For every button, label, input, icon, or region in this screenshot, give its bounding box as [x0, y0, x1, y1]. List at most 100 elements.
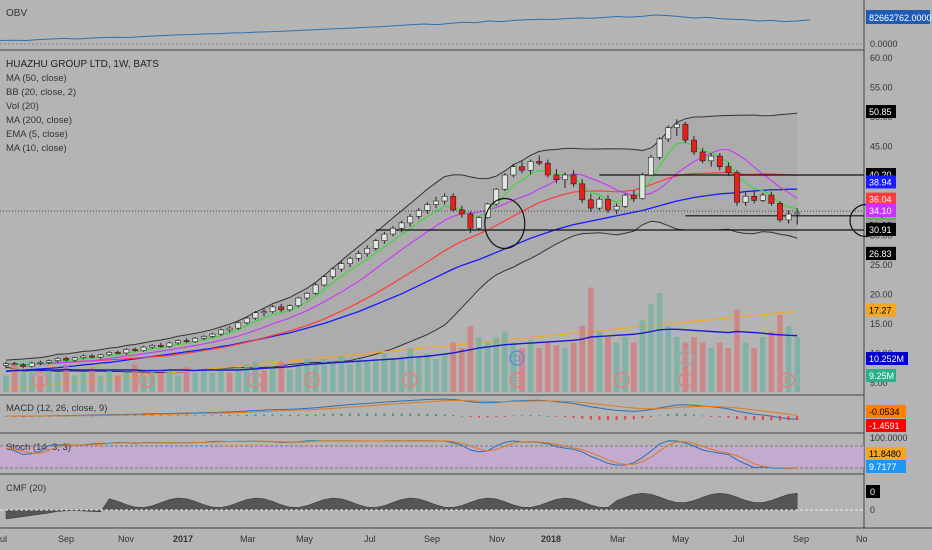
volume-bar: [742, 342, 749, 392]
earnings-marker[interactable]: [614, 372, 630, 388]
earnings-marker[interactable]: [678, 350, 694, 366]
volume-bar: [192, 372, 198, 392]
macd-hist-bar: [486, 416, 489, 418]
volume-bar: [72, 375, 78, 392]
earnings-marker[interactable]: [402, 372, 418, 388]
volume-bar: [295, 364, 302, 392]
macd-hist-bar: [787, 416, 790, 421]
volume-bar: [321, 359, 327, 392]
earnings-markers[interactable]: E E E E E E D E E S E: [32, 350, 795, 388]
macd-hist-bar: [297, 414, 300, 416]
candle-body: [20, 364, 27, 367]
volume-bar: [502, 331, 508, 392]
x-axis-label: Sep: [58, 534, 74, 544]
volume-bar: [54, 372, 61, 392]
candle-body: [639, 174, 646, 199]
macd-tag-text: -1.4591: [869, 421, 900, 431]
x-axis-label: Nov: [118, 534, 135, 544]
candle-body: [596, 198, 603, 209]
pane-separators[interactable]: [0, 0, 932, 529]
stoch-pane: Stoch (14, 3, 3) 100.0000 11.8480 9.7177: [0, 433, 908, 473]
volume-bar: [622, 337, 628, 392]
volume-bar: [785, 326, 792, 392]
earnings-marker[interactable]: [138, 372, 154, 388]
earnings-marker-letter: E: [143, 376, 149, 386]
candle-body: [794, 212, 801, 215]
macd-hist-bar: [374, 413, 377, 416]
volume-bar: [570, 342, 577, 392]
volume-bar: [175, 375, 181, 392]
price-scale-labels: 50.8540.2038.9436.0434.1031.7831.6230.91…: [866, 105, 908, 382]
volume-bar: [80, 372, 87, 392]
annotation-circle[interactable]: [484, 197, 526, 250]
candle-body: [71, 357, 78, 361]
candle-body: [648, 156, 654, 176]
earnings-marker[interactable]: [32, 372, 48, 388]
volume-bar: [390, 359, 396, 392]
earnings-marker-letter: D: [514, 354, 521, 364]
candle-body: [415, 210, 422, 217]
macd-tag-text: -0.0534: [869, 407, 900, 417]
macd-hist-bar: [589, 416, 592, 420]
candle-body: [725, 166, 732, 173]
candle-body: [175, 340, 181, 344]
macd-hist-bar: [426, 413, 429, 416]
stoch-tag-text: 9.7177: [869, 462, 897, 472]
volume-bar: [183, 367, 190, 392]
price-label-tag: [866, 175, 896, 189]
earnings-marker[interactable]: [678, 372, 694, 388]
volume-bar: [158, 372, 164, 392]
x-axis-label: No: [856, 534, 868, 544]
price-label-tag: [866, 105, 896, 119]
volume-bar: [665, 326, 671, 392]
volume-bar: [648, 304, 654, 392]
obv-zero-tick: 0.0000: [870, 39, 898, 49]
earnings-marker[interactable]: [509, 350, 525, 366]
price-tick: 45.00: [870, 142, 893, 152]
price-label-tag: [866, 192, 896, 206]
volume-bar: [605, 337, 611, 392]
earnings-marker[interactable]: [304, 372, 320, 388]
price-tick: 15.00: [870, 319, 893, 329]
volume-bar: [639, 320, 646, 392]
volume-bar: [699, 342, 706, 392]
cmf-label: CMF (20): [6, 483, 46, 494]
volume-bar: [46, 370, 52, 392]
legend-item: MA (50, close): [6, 73, 67, 84]
macd-hist-bar: [194, 415, 197, 417]
horizontal-levels[interactable]: [0, 174, 864, 231]
indicator-legend: MA (50, close) BB (20, close, 2) Vol (20) M…: [6, 73, 76, 154]
candle-body: [510, 166, 517, 176]
legend-item: MA (10, close): [6, 143, 67, 154]
volume-bar: [330, 361, 336, 392]
candle-body: [519, 166, 525, 171]
macd-hist-bar: [99, 415, 102, 417]
macd-hist-bar: [65, 415, 68, 417]
macd-hist-bar: [314, 414, 317, 416]
earnings-marker[interactable]: [247, 372, 263, 388]
earnings-marker-letter: E: [514, 376, 520, 386]
legend-item: BB (20, close, 2): [6, 87, 76, 98]
ma10-line: [5, 149, 798, 366]
volume-bar: [553, 345, 560, 392]
obv-value-text: 82662762.0000: [869, 13, 932, 23]
volume-bar: [115, 375, 121, 392]
earnings-marker[interactable]: [509, 372, 525, 388]
volume-bar: [20, 372, 26, 392]
earnings-marker-letter: E: [784, 376, 790, 386]
earnings-marker[interactable]: [779, 372, 795, 388]
candle-body: [777, 203, 783, 221]
volume-bar: [235, 367, 241, 392]
candle-body: [536, 161, 543, 164]
macd-hist-bar: [624, 416, 627, 420]
candle-body: [200, 336, 207, 339]
volume-ma-line: [5, 328, 798, 372]
macd-hist-bar: [142, 415, 145, 417]
macd-hist-bar: [727, 416, 730, 418]
macd-hist-bar: [632, 416, 635, 420]
volume-bar: [476, 337, 482, 392]
candle-body: [269, 306, 276, 312]
candle-body: [329, 268, 336, 277]
macd-hist-bar: [254, 414, 257, 416]
